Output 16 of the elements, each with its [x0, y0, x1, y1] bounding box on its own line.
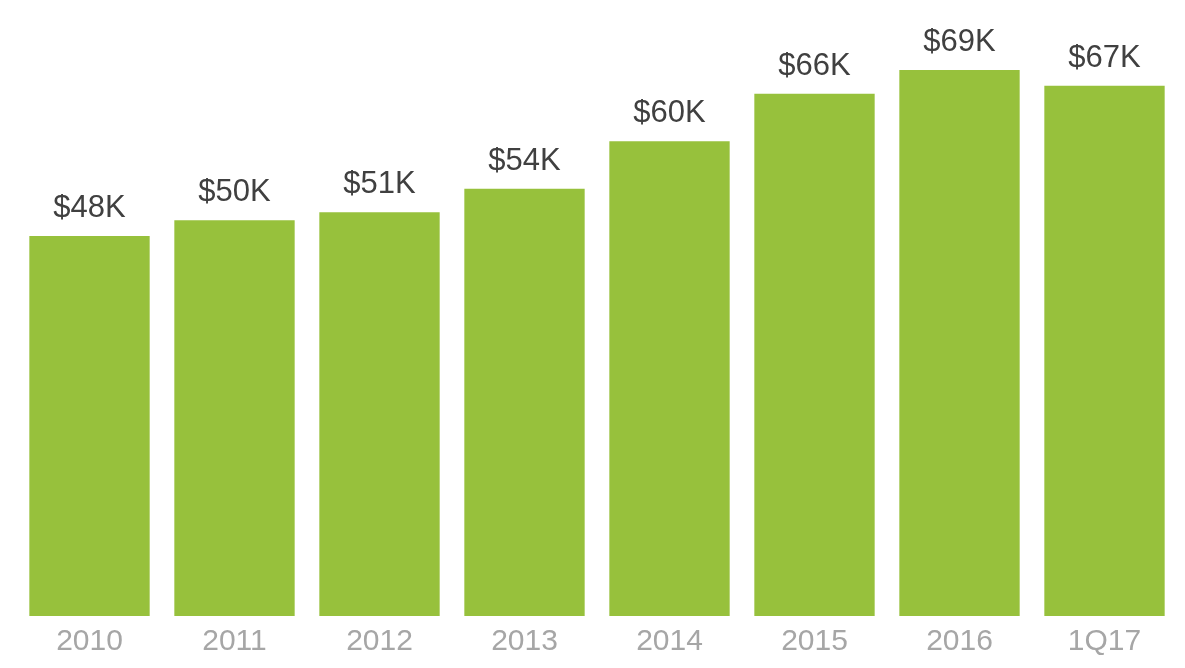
- data-label: $66K: [778, 46, 852, 82]
- x-tick-label: 1Q17: [1067, 623, 1142, 657]
- data-label: $50K: [198, 173, 272, 209]
- x-tick-label: 2014: [636, 623, 703, 657]
- data-label: $54K: [488, 141, 562, 177]
- x-tick-label: 2010: [56, 623, 123, 657]
- data-label: $60K: [633, 94, 707, 130]
- x-tick-label: 2016: [926, 623, 993, 657]
- x-tick-label: 2012: [346, 623, 413, 657]
- data-label: $69K: [923, 22, 997, 58]
- data-label: $51K: [343, 165, 417, 201]
- data-label: $48K: [53, 189, 127, 225]
- x-tick-label: 2013: [491, 623, 558, 657]
- data-label: $67K: [1068, 38, 1142, 74]
- x-tick-label: 2015: [781, 623, 848, 657]
- x-tick-label: 2011: [202, 623, 267, 657]
